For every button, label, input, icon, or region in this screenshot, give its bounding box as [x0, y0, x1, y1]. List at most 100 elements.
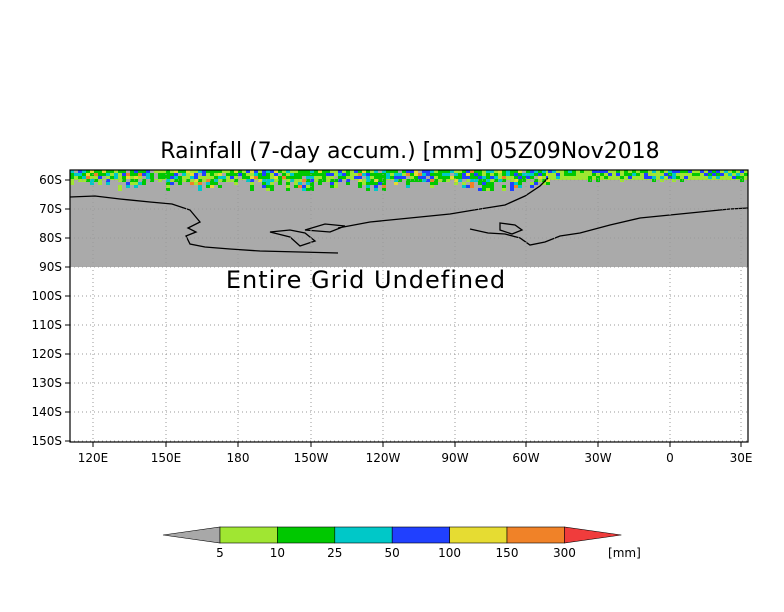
rain-cell [534, 173, 538, 176]
rain-cell [138, 176, 142, 179]
rain-cell [422, 179, 426, 182]
rain-cell [218, 173, 222, 176]
rain-cell [190, 182, 194, 185]
colorbar-level-label: 10 [270, 546, 285, 560]
rain-cell [724, 173, 728, 176]
rain-cell [190, 176, 194, 179]
rain-cell [286, 176, 290, 179]
graticule [70, 170, 748, 442]
rain-cell [482, 179, 486, 182]
rain-cell [470, 176, 474, 179]
lat-tick-label: 60S [39, 173, 62, 187]
rain-cell [286, 185, 290, 188]
rain-cell [684, 170, 688, 173]
rain-cell [274, 170, 278, 173]
rain-cell [454, 170, 458, 173]
latitude-axis: 60S 70S 80S 90S 100S 110S 120S 130S 140S 150S [31, 173, 70, 448]
rain-cell [298, 179, 302, 182]
rain-cell [402, 176, 406, 179]
rain-cell [624, 173, 628, 176]
rain-cell [346, 170, 350, 173]
rain-cell [402, 173, 406, 176]
rain-cell [134, 185, 138, 188]
rain-cell [382, 188, 386, 191]
rain-cell [410, 179, 414, 182]
rain-cell [226, 176, 230, 179]
rain-cell [114, 176, 118, 179]
rain-cell [158, 179, 162, 182]
rain-cell [222, 173, 226, 176]
rain-cell [462, 179, 466, 182]
rain-cell [142, 182, 146, 185]
rain-cell [126, 170, 130, 173]
rain-cell [628, 176, 632, 179]
rain-cell [110, 176, 114, 179]
rain-cell [534, 170, 538, 173]
rain-cell [616, 173, 620, 176]
rain-cell [680, 173, 684, 176]
rain-cell [362, 170, 366, 173]
rain-cell [584, 170, 588, 173]
rain-cell [170, 170, 174, 173]
rain-cell [486, 179, 490, 182]
rain-cell [474, 176, 478, 179]
rain-cell [94, 176, 98, 179]
rain-cell [644, 170, 648, 173]
rain-cell [374, 173, 378, 176]
rain-cell [612, 173, 616, 176]
rain-cell [382, 176, 386, 179]
rain-cell [430, 182, 434, 185]
rain-cell [102, 170, 106, 173]
rain-cell [310, 173, 314, 176]
rain-cell [482, 185, 486, 188]
rain-cell [704, 170, 708, 173]
rain-cell [258, 173, 262, 176]
rain-cell [362, 176, 366, 179]
rain-cell [322, 173, 326, 176]
rain-cell [254, 176, 258, 179]
rain-cell [262, 170, 266, 173]
rain-cell [330, 179, 334, 182]
lat-tick-label: 80S [39, 231, 62, 245]
rain-cell [370, 182, 374, 185]
rain-cell [250, 170, 254, 173]
rain-cell [672, 170, 676, 173]
rain-cell [450, 170, 454, 173]
rain-cell [330, 182, 334, 185]
rain-cell [612, 170, 616, 173]
rain-cell [82, 179, 86, 182]
rain-cell [74, 173, 78, 176]
rain-cell [134, 173, 138, 176]
rain-cell [254, 170, 258, 173]
lat-tick-label: 90S [39, 260, 62, 274]
rain-cell [202, 176, 206, 179]
rain-cell [490, 179, 494, 182]
rain-cell [302, 185, 306, 188]
rain-cell [692, 173, 696, 176]
rain-cell [482, 188, 486, 191]
rain-cell [486, 185, 490, 188]
rain-cell [90, 170, 94, 173]
rain-cell [294, 170, 298, 173]
rain-cell [414, 179, 418, 182]
rain-cell [290, 173, 294, 176]
rain-cell [564, 176, 568, 179]
rain-cell [478, 170, 482, 173]
rain-cell [338, 179, 342, 182]
rain-cell [534, 179, 538, 182]
rain-cell [266, 185, 270, 188]
rain-cell [494, 179, 498, 182]
rain-cell [198, 179, 202, 182]
rain-cell [466, 173, 470, 176]
rain-cell [142, 179, 146, 182]
rain-cell [482, 182, 486, 185]
rain-cell [592, 170, 596, 173]
rain-cell [202, 179, 206, 182]
rain-cell [86, 179, 90, 182]
rain-cell [78, 170, 82, 173]
rain-cell [94, 179, 98, 182]
rain-cell [110, 170, 114, 173]
rain-cell [664, 173, 668, 176]
lat-tick-label: 130S [31, 376, 62, 390]
rain-cell [174, 173, 178, 176]
